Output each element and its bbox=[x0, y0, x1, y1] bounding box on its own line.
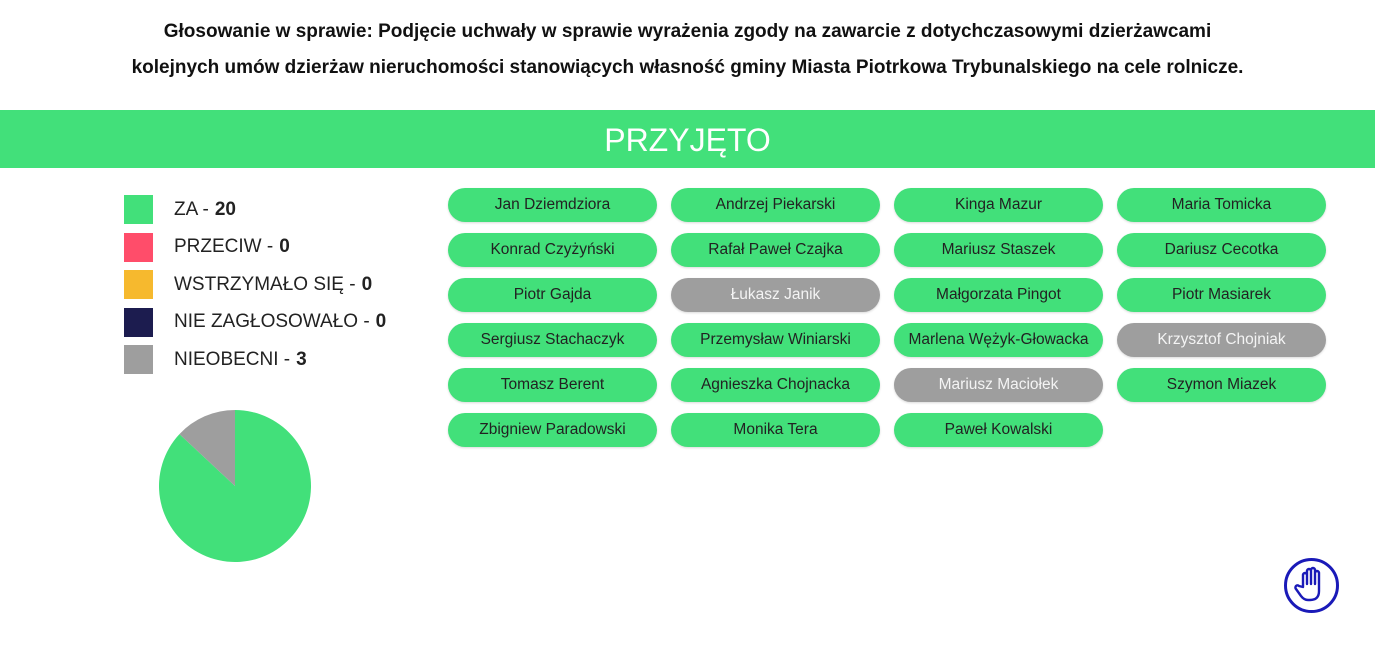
result-banner: PRZYJĘTO bbox=[0, 110, 1375, 168]
voter-badge: Sergiusz Stachaczyk bbox=[448, 323, 657, 357]
voter-badge: Rafał Paweł Czajka bbox=[671, 233, 880, 267]
title-line-2: kolejnych umów dzierżaw nieruchomości st… bbox=[131, 57, 1244, 78]
legend-label: ZA - bbox=[174, 198, 209, 220]
legend-label: WSTRZYMAŁO SIĘ - bbox=[174, 273, 356, 295]
legend-swatch bbox=[124, 270, 153, 300]
voter-badge: Paweł Kowalski bbox=[894, 413, 1103, 447]
legend-count: 20 bbox=[214, 198, 236, 220]
voters-grid: Jan Dziemdziora Andrzej Piekarski Kinga Ma… bbox=[448, 188, 1326, 447]
voter-badge: Maria Tomicka bbox=[1117, 188, 1326, 222]
voter-badge: Andrzej Piekarski bbox=[671, 188, 880, 222]
legend-swatch bbox=[124, 307, 153, 337]
voter-badge: Zbigniew Paradowski bbox=[448, 413, 657, 447]
legend-count: 0 bbox=[375, 311, 387, 333]
legend-swatch bbox=[124, 195, 153, 225]
voter-badge: Tomasz Berent bbox=[448, 368, 657, 402]
voter-badge: Łukasz Janik bbox=[671, 278, 880, 312]
pie-slice-nieobecni bbox=[179, 410, 235, 486]
voter-badge: Piotr Gajda bbox=[448, 278, 657, 312]
legend-count: 0 bbox=[361, 273, 373, 295]
legend-item: NIE ZAGŁOSOWAŁO -0 bbox=[124, 304, 386, 342]
voter-badge: Krzysztof Chojniak bbox=[1117, 323, 1326, 357]
legend-label: NIEOBECNI - bbox=[174, 348, 291, 370]
voter-badge: Konrad Czyżyński bbox=[448, 233, 657, 267]
legend-item: WSTRZYMAŁO SIĘ -0 bbox=[124, 266, 386, 304]
voter-badge: Marlena Wężyk-Głowacka bbox=[894, 323, 1103, 357]
voter-badge: Dariusz Cecotka bbox=[1117, 233, 1326, 267]
legend-label: NIE ZAGŁOSOWAŁO - bbox=[174, 311, 370, 333]
legend-swatch bbox=[124, 345, 153, 375]
legend-label: PRZECIW - bbox=[174, 236, 274, 258]
vote-pie-chart bbox=[159, 410, 311, 562]
voter-badge: Mariusz Maciołek bbox=[894, 368, 1103, 402]
voter-badge: Mariusz Staszek bbox=[894, 233, 1103, 267]
legend-item: ZA -20 bbox=[124, 191, 386, 229]
voter-badge: Piotr Masiarek bbox=[1117, 278, 1326, 312]
legend-swatch bbox=[124, 232, 153, 262]
voter-badge: Jan Dziemdziora bbox=[448, 188, 657, 222]
title-line-1: Głosowanie w sprawie: Podjęcie uchwały w… bbox=[163, 21, 1212, 42]
legend-item: NIEOBECNI -3 bbox=[124, 341, 386, 379]
voter-badge: Agnieszka Chojnacka bbox=[671, 368, 880, 402]
vote-title: Głosowanie w sprawie: Podjęcie uchwały w… bbox=[0, 14, 1375, 86]
voter-badge: Przemysław Winiarski bbox=[671, 323, 880, 357]
voter-badge: Małgorzata Pingot bbox=[894, 278, 1103, 312]
legend: ZA -20 PRZECIW -0 WSTRZYMAŁO SIĘ -0 NIE ZAG… bbox=[124, 191, 386, 379]
legend-item: PRZECIW -0 bbox=[124, 229, 386, 267]
legend-count: 0 bbox=[279, 236, 290, 258]
voter-badge: Monika Tera bbox=[671, 413, 880, 447]
raised-hand-icon[interactable] bbox=[1283, 557, 1340, 614]
legend-count: 3 bbox=[296, 348, 307, 370]
voter-badge: Szymon Miazek bbox=[1117, 368, 1326, 402]
voter-badge: Kinga Mazur bbox=[894, 188, 1103, 222]
